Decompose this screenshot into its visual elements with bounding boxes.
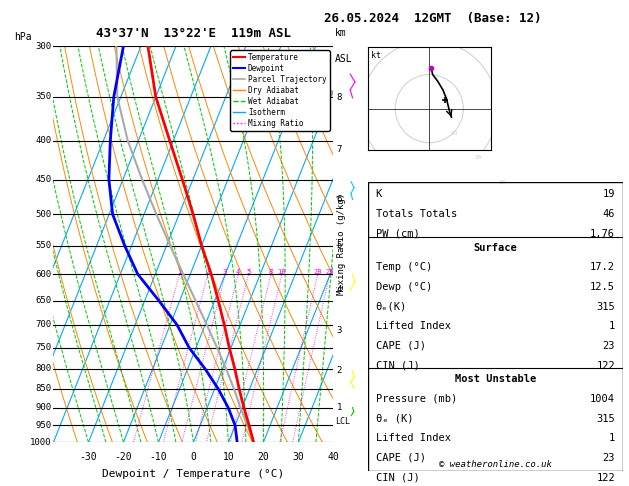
Text: Lifted Index: Lifted Index <box>376 434 450 443</box>
Text: 650: 650 <box>35 296 52 305</box>
Text: CIN (J): CIN (J) <box>376 472 420 483</box>
Text: -20: -20 <box>114 452 132 462</box>
Text: 850: 850 <box>35 384 52 393</box>
Text: 1004: 1004 <box>590 394 615 404</box>
Text: 8: 8 <box>337 93 342 103</box>
Text: 550: 550 <box>35 241 52 250</box>
Text: 5: 5 <box>246 269 250 275</box>
Text: 300: 300 <box>35 42 52 51</box>
Text: 122: 122 <box>596 361 615 370</box>
Text: 4: 4 <box>236 269 240 275</box>
Text: Dewpoint / Temperature (°C): Dewpoint / Temperature (°C) <box>103 469 284 479</box>
Text: Most Unstable: Most Unstable <box>455 374 536 384</box>
Text: 26.05.2024  12GMT  (Base: 12): 26.05.2024 12GMT (Base: 12) <box>324 12 542 25</box>
Text: 315: 315 <box>596 414 615 424</box>
Text: 30: 30 <box>499 180 506 185</box>
Text: 7: 7 <box>337 145 342 154</box>
Text: 1: 1 <box>177 269 181 275</box>
Text: 2: 2 <box>206 269 209 275</box>
Text: 30: 30 <box>292 452 304 462</box>
Text: θₑ (K): θₑ (K) <box>376 414 413 424</box>
Text: 12.5: 12.5 <box>590 282 615 292</box>
Text: PW (cm): PW (cm) <box>376 229 420 239</box>
Text: Lifted Index: Lifted Index <box>376 321 450 331</box>
Text: 900: 900 <box>35 403 52 412</box>
Text: θₑ(K): θₑ(K) <box>376 301 407 312</box>
Text: 1: 1 <box>609 321 615 331</box>
Text: 20: 20 <box>313 269 322 275</box>
Text: ASL: ASL <box>335 54 353 64</box>
Text: 10: 10 <box>223 452 234 462</box>
Text: 8: 8 <box>269 269 273 275</box>
Text: CAPE (J): CAPE (J) <box>376 453 426 463</box>
Text: 1.76: 1.76 <box>590 229 615 239</box>
Text: 400: 400 <box>35 136 52 145</box>
Text: 20: 20 <box>257 452 269 462</box>
Text: -10: -10 <box>150 452 167 462</box>
Text: 6: 6 <box>337 195 342 204</box>
Text: Temp (°C): Temp (°C) <box>376 262 432 272</box>
Text: 3: 3 <box>337 326 342 335</box>
Text: K: K <box>376 190 382 199</box>
Legend: Temperature, Dewpoint, Parcel Trajectory, Dry Adiabat, Wet Adiabat, Isotherm, Mi: Temperature, Dewpoint, Parcel Trajectory… <box>230 50 330 131</box>
Text: CIN (J): CIN (J) <box>376 361 420 370</box>
Text: 0: 0 <box>191 452 196 462</box>
Text: 750: 750 <box>35 343 52 352</box>
Text: 350: 350 <box>35 92 52 102</box>
Text: 25: 25 <box>325 269 334 275</box>
Text: Pressure (mb): Pressure (mb) <box>376 394 457 404</box>
Text: CAPE (J): CAPE (J) <box>376 341 426 351</box>
Text: 10: 10 <box>450 131 457 136</box>
Text: 122: 122 <box>596 472 615 483</box>
Text: 5: 5 <box>337 241 342 250</box>
Text: Totals Totals: Totals Totals <box>376 209 457 219</box>
Text: 315: 315 <box>596 301 615 312</box>
Text: 23: 23 <box>603 453 615 463</box>
Text: 700: 700 <box>35 320 52 330</box>
Text: 10: 10 <box>277 269 286 275</box>
Text: 40: 40 <box>328 452 339 462</box>
Text: © weatheronline.co.uk: © weatheronline.co.uk <box>439 460 552 469</box>
Text: LCL: LCL <box>335 417 350 426</box>
Text: 450: 450 <box>35 175 52 184</box>
Text: 1: 1 <box>337 403 342 412</box>
Text: 600: 600 <box>35 270 52 278</box>
Text: -30: -30 <box>80 452 97 462</box>
Text: kt: kt <box>371 51 381 60</box>
Text: 1: 1 <box>609 434 615 443</box>
Text: 3: 3 <box>223 269 227 275</box>
Text: Surface: Surface <box>474 243 517 253</box>
Text: Mixing Ratio (g/kg): Mixing Ratio (g/kg) <box>337 193 346 295</box>
Text: 4: 4 <box>337 285 342 294</box>
Text: 500: 500 <box>35 210 52 219</box>
Text: 800: 800 <box>35 364 52 373</box>
Text: 20: 20 <box>475 155 482 160</box>
Text: 2: 2 <box>337 366 342 375</box>
Text: Dewp (°C): Dewp (°C) <box>376 282 432 292</box>
Text: 950: 950 <box>35 421 52 430</box>
Text: 23: 23 <box>603 341 615 351</box>
Text: 46: 46 <box>603 209 615 219</box>
Text: 17.2: 17.2 <box>590 262 615 272</box>
Text: 19: 19 <box>603 190 615 199</box>
Text: 1000: 1000 <box>30 438 52 447</box>
Text: hPa: hPa <box>14 32 31 42</box>
Text: 43°37'N  13°22'E  119m ASL: 43°37'N 13°22'E 119m ASL <box>96 27 291 40</box>
Text: km: km <box>335 28 347 38</box>
